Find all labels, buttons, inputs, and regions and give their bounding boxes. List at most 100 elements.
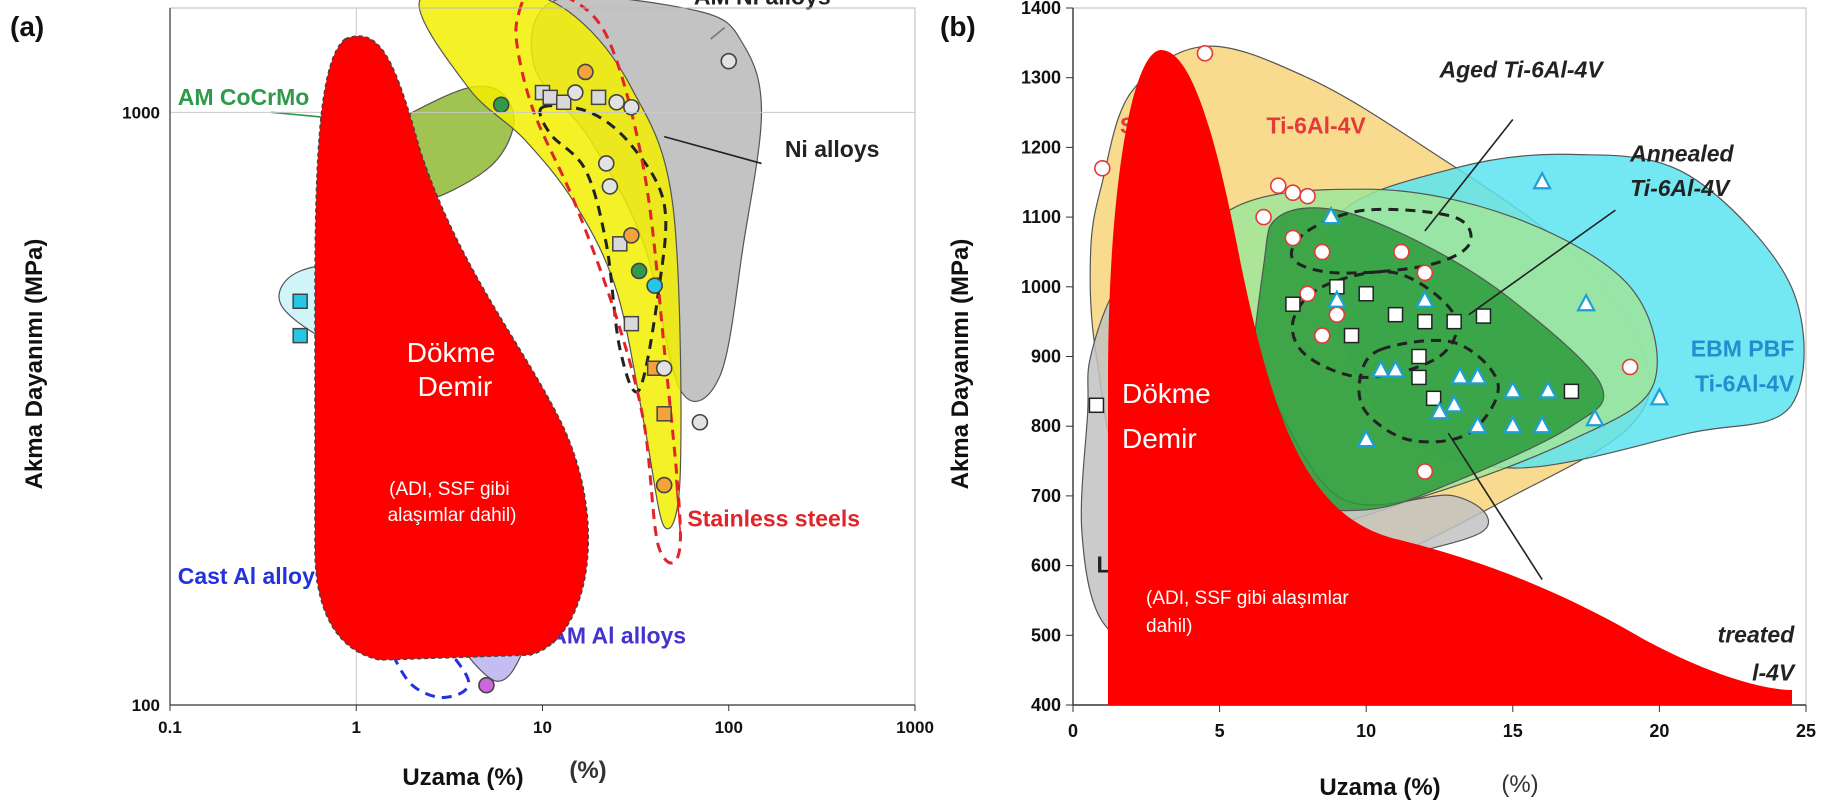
data-point-triangle <box>1585 407 1605 427</box>
data-point-square <box>590 89 607 106</box>
x-tick-label: 10 <box>533 718 552 737</box>
overlay-title-line2: Demir <box>418 371 493 402</box>
y-tick-label: 1000 <box>1021 277 1061 297</box>
data-point-circle <box>597 155 615 172</box>
region-label: Stainless steels <box>687 506 860 532</box>
data-point-square <box>1446 313 1462 330</box>
y-tick-label: 1100 <box>1022 207 1061 227</box>
cast-iron-overlay <box>1108 49 1792 705</box>
x-axis-label-residue: (%) <box>569 757 606 784</box>
region-label: Ti-6Al-4V <box>1695 370 1795 396</box>
y-tick-label: 1400 <box>1021 0 1061 18</box>
svg-text:Dökme Demir: Dökme Demir <box>407 337 503 402</box>
data-point-square <box>1387 306 1404 323</box>
y-tick-label: 700 <box>1031 486 1061 506</box>
overlay-subtitle-line2: alaşımlar dahil) <box>388 505 517 526</box>
panel-b: Aged Ti-6Al-4VAnnealedTi-6Al-4VSLTi-6Al-… <box>940 0 1816 801</box>
y-tick-label: 800 <box>1031 416 1061 436</box>
data-point-square <box>1343 327 1360 344</box>
data-point-triangle <box>1444 393 1464 413</box>
callout-line <box>675 479 682 534</box>
overlay-title-line1: Dökme <box>1122 378 1211 409</box>
data-point-circle <box>1416 463 1434 480</box>
data-point-triangle <box>1532 170 1552 190</box>
data-point-triangle <box>1467 414 1488 434</box>
data-point-circle <box>1621 358 1639 376</box>
callout-line <box>663 135 762 165</box>
data-point-circle <box>691 413 709 431</box>
data-point-circle <box>1313 243 1331 261</box>
region-label: treated <box>1718 621 1796 647</box>
region-label: Aged Ti-6Al-4V <box>1439 57 1605 83</box>
overlay-title-line1: Dökme <box>407 337 496 368</box>
dashed-region-annealed-ti-6al-4v <box>1290 270 1459 379</box>
data-point-square <box>656 406 672 422</box>
data-point-triangle <box>1327 289 1347 308</box>
data-point-circle <box>1328 306 1346 323</box>
data-point-triangle <box>1532 414 1552 434</box>
data-point-square <box>623 315 640 332</box>
region-label: Cast Al alloys <box>178 563 328 589</box>
y-tick-label: 1300 <box>1021 68 1061 88</box>
svg-text:(ADI, SSF gibi alaşımlar: (ADI, SSF gibi alaşımlar dahil) <box>388 479 517 526</box>
data-point-circle <box>646 277 663 294</box>
data-point-circle <box>1284 229 1302 247</box>
data-point-triangle <box>1502 380 1523 399</box>
region-label: AM CoCrMo <box>178 84 310 110</box>
data-point-circle <box>1416 264 1434 282</box>
data-point-triangle <box>1450 366 1470 385</box>
data-point-triangle <box>1371 359 1391 378</box>
data-point-circle <box>655 476 673 494</box>
callout-line <box>1468 209 1616 316</box>
data-point-circle <box>1299 285 1316 303</box>
data-point-circle <box>492 96 510 114</box>
data-point-circle <box>566 84 584 101</box>
data-point-circle <box>1196 45 1214 62</box>
x-tick-label: 100 <box>715 718 743 737</box>
data-point-circle <box>601 178 619 195</box>
dashed-region-aged-ti-6al-4v <box>1289 207 1473 275</box>
x-axis-label-residue: (%) <box>1501 771 1538 798</box>
y-tick-label: 100 <box>132 696 160 715</box>
region-label: Ti-6Al-4V <box>1267 112 1367 138</box>
data-point-circle <box>655 359 673 377</box>
overlay-title-line2: Demir <box>1122 423 1197 454</box>
data-point-circle <box>577 63 594 81</box>
data-point-triangle <box>1429 400 1450 420</box>
x-tick-label: 10 <box>1356 721 1376 741</box>
x-axis-label: Uzama (%) <box>1319 774 1440 801</box>
data-point-square <box>1411 369 1427 386</box>
overlay-subtitle-line1: (ADI, SSF gibi alaşımlar <box>1146 588 1349 609</box>
x-tick-label: 0 <box>1068 721 1078 741</box>
data-point-triangle <box>1502 414 1523 434</box>
overlay-subtitle-line2: dahil) <box>1146 616 1192 637</box>
y-tick-label: 1000 <box>122 103 160 122</box>
data-point-triangle <box>1538 380 1558 399</box>
svg-text:Dökme Demir: Dökme Demir <box>1122 378 1218 454</box>
y-tick-label: 900 <box>1031 347 1061 367</box>
panel-label: (a) <box>10 11 44 42</box>
y-tick-label: 1200 <box>1021 137 1061 157</box>
region-label: Annealed <box>1629 140 1734 166</box>
overlay-subtitle-line1: (ADI, SSF gibi <box>389 479 509 500</box>
callout-line <box>271 111 328 119</box>
callout-line <box>710 26 726 40</box>
x-tick-label: 20 <box>1649 721 1669 741</box>
cast-iron-overlay <box>314 35 590 661</box>
svg-text:(ADI, SSF gibi alaşımlar: (ADI, SSF gibi alaşımlar dahil) <box>1146 588 1354 637</box>
data-point-circle <box>623 98 640 116</box>
data-point-square <box>1417 313 1433 330</box>
data-point-triangle <box>1385 359 1406 378</box>
data-point-triangle <box>1576 292 1596 312</box>
data-point-circle <box>1299 187 1316 205</box>
y-tick-label: 400 <box>1031 695 1061 715</box>
panel-label: (b) <box>940 11 976 42</box>
x-tick-label: 1 <box>352 718 361 737</box>
data-point-triangle <box>1649 386 1670 406</box>
data-point-circle <box>1269 177 1287 195</box>
data-point-square <box>1475 308 1492 324</box>
data-point-circle <box>478 676 495 694</box>
region-label: AM Ni alloys <box>694 0 831 10</box>
y-axis-label: Akma Dayanımı (MPa) <box>947 239 974 490</box>
y-tick-label: 500 <box>1031 625 1061 645</box>
